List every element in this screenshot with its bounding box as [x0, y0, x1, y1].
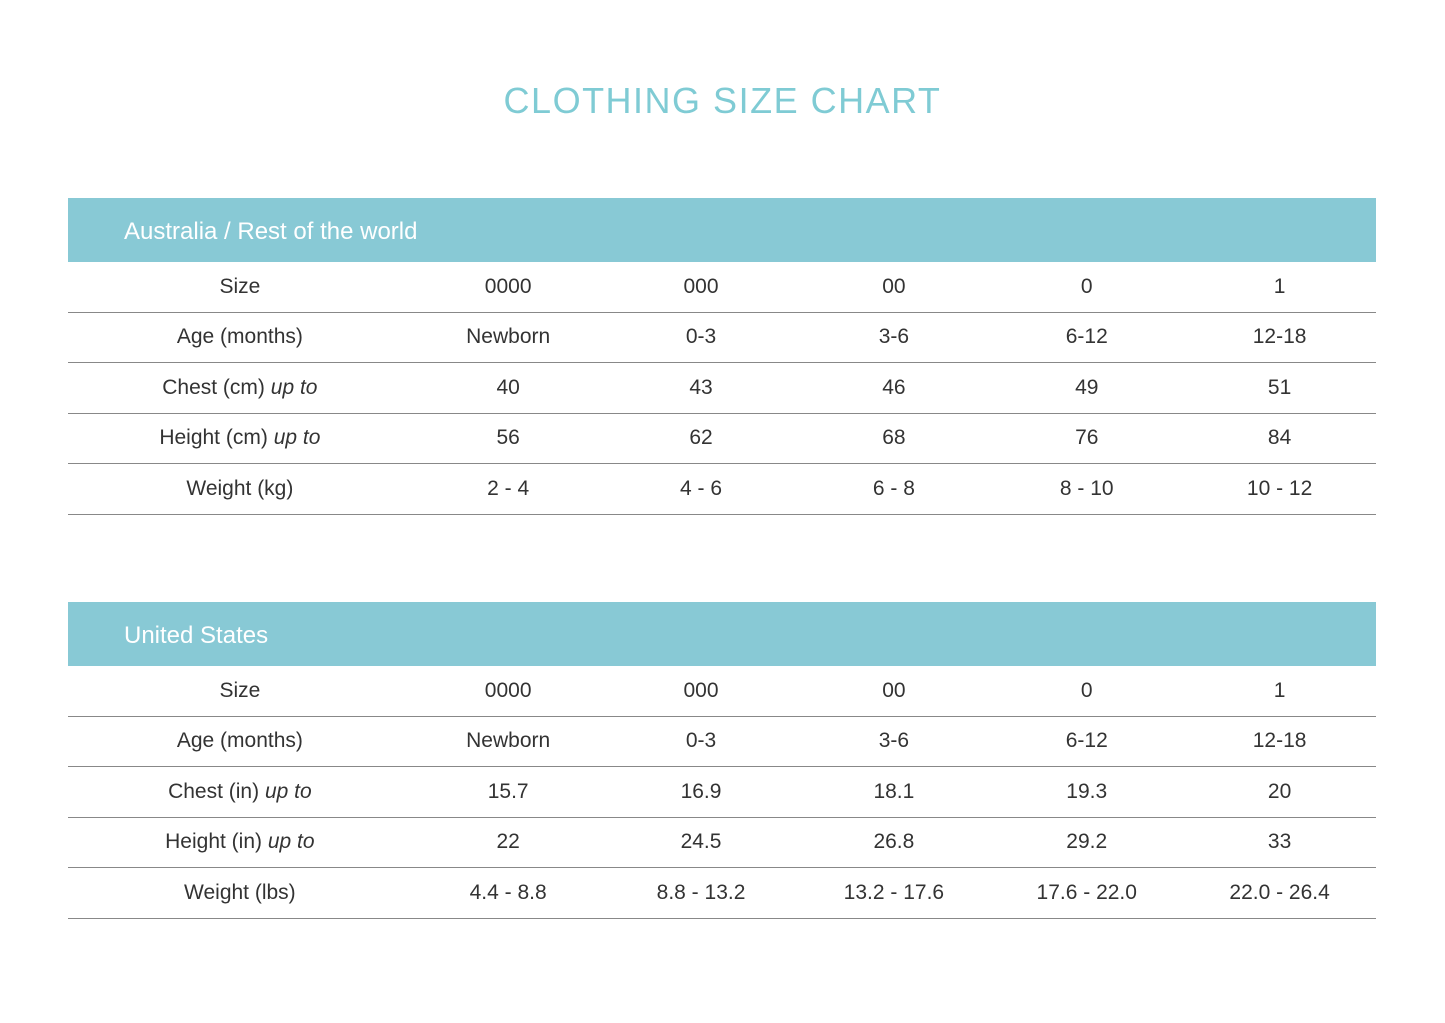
- table-cell: 16.9: [680, 779, 722, 803]
- table-cell: 33: [1267, 830, 1292, 854]
- row-label-text: Age (months): [176, 325, 303, 349]
- table-cell: 4 - 6: [680, 476, 723, 500]
- table-row: Chest (in) up to 15.7 16.9 18.1 19.3 20: [68, 767, 1376, 818]
- table-cell: 00: [882, 678, 906, 702]
- size-table-australia: Australia / Rest of the world Size 0000 00…: [68, 198, 1376, 515]
- table-cell: 000: [683, 274, 719, 298]
- row-label: Chest (cm) up to: [68, 376, 412, 400]
- table-cell: 20: [1267, 779, 1292, 803]
- table-cell: 000: [683, 678, 719, 702]
- table-heading: Australia / Rest of the world: [68, 198, 1376, 262]
- table-cell: 0-3: [685, 729, 717, 753]
- table-heading: United States: [68, 602, 1376, 666]
- page-title: CLOTHING SIZE CHART: [503, 80, 942, 121]
- table-cell: 22.0 - 26.4: [1229, 880, 1330, 904]
- table-cell: 13.2 - 17.6: [843, 880, 945, 904]
- table-row: Age (months) Newborn 0-3 3-6 6-12 12-18: [68, 717, 1376, 767]
- row-label: Chest (in) up to: [68, 780, 412, 804]
- table-cell: 51: [1267, 375, 1292, 399]
- row-label-text: Height (cm): [159, 426, 268, 450]
- row-label-text: Chest (cm): [162, 375, 265, 399]
- table-cell: 00: [882, 274, 906, 298]
- row-label-text: Weight (lbs): [184, 880, 296, 904]
- row-label: Height (in) up to: [68, 830, 412, 854]
- row-label: Weight (kg): [68, 477, 412, 501]
- table-cell: 62: [689, 426, 713, 450]
- table-cell: 10 - 12: [1246, 476, 1313, 500]
- row-label: Size: [68, 679, 412, 703]
- table-cell: 6-12: [1065, 325, 1108, 349]
- table-cell: 4.4 - 8.8: [469, 880, 547, 904]
- table-cell: 8 - 10: [1059, 476, 1114, 500]
- size-table-united-states: United States Size 0000 000 00 0 1 Age (months…: [68, 602, 1376, 919]
- table-cell: 6-12: [1065, 729, 1108, 753]
- table-cell: Newborn: [466, 325, 551, 349]
- table-cell: 0000: [484, 678, 532, 702]
- table-cell: 12-18: [1252, 325, 1307, 349]
- table-row: Chest (cm) up to 40 43 46 49 51: [68, 363, 1376, 414]
- table-cell: 49: [1075, 375, 1099, 399]
- table-cell: 0: [1080, 274, 1093, 298]
- row-label: Age (months): [68, 325, 412, 349]
- table-cell: Newborn: [466, 729, 551, 753]
- table-cell: 46: [882, 375, 906, 399]
- row-label: Weight (lbs): [68, 881, 412, 905]
- table-cell: 68: [882, 426, 906, 450]
- table-row: Height (in) up to 22 24.5 26.8 29.2 33: [68, 818, 1376, 868]
- row-label-text: Chest (in): [168, 779, 260, 803]
- table-row: Weight (kg) 2 - 4 4 - 6 6 - 8 8 - 10 10 - 12: [68, 464, 1376, 515]
- table-cell: 43: [689, 375, 713, 399]
- table-cell: 2 - 4: [487, 476, 530, 500]
- row-label-text: Height (in): [165, 830, 263, 854]
- table-row: Size 0000 000 00 0 1: [68, 262, 1376, 313]
- table-cell: 40: [496, 375, 520, 399]
- table-cell: 0-3: [685, 325, 717, 349]
- row-label: Age (months): [68, 729, 412, 753]
- table-cell: 1: [1273, 274, 1286, 298]
- row-label: Height (cm) up to: [68, 426, 412, 450]
- table-cell: 56: [496, 426, 520, 450]
- table-cell: 3-6: [878, 325, 910, 349]
- row-label-text: Weight (kg): [186, 476, 294, 500]
- row-label-suffix: up to: [267, 830, 315, 854]
- table-cell: 8.8 - 13.2: [656, 880, 746, 904]
- table-cell: 84: [1267, 426, 1292, 450]
- table-cell: 0: [1080, 678, 1093, 702]
- table-cell: 29.2: [1066, 830, 1108, 854]
- table-row: Weight (lbs) 4.4 - 8.8 8.8 - 13.2 13.2 - 17…: [68, 868, 1376, 919]
- table-cell: 17.6 - 22.0: [1036, 880, 1137, 904]
- table-cell: 19.3: [1066, 779, 1108, 803]
- table-cell: 76: [1075, 426, 1099, 450]
- table-cell: 12-18: [1252, 729, 1307, 753]
- table-row: Height (cm) up to 56 62 68 76 84: [68, 414, 1376, 464]
- row-label-suffix: up to: [264, 779, 312, 803]
- table-cell: 18.1: [873, 779, 915, 803]
- table-cell: 26.8: [873, 830, 915, 854]
- row-label-suffix: up to: [273, 426, 321, 450]
- table-cell: 24.5: [680, 830, 722, 854]
- table-cell: 3-6: [878, 729, 910, 753]
- table-cell: 15.7: [487, 779, 529, 803]
- row-label-text: Size: [219, 678, 261, 702]
- table-cell: 22: [496, 830, 520, 854]
- table-row: Age (months) Newborn 0-3 3-6 6-12 12-18: [68, 313, 1376, 363]
- row-label-text: Size: [219, 274, 261, 298]
- table-cell: 1: [1273, 678, 1286, 702]
- table-cell: 0000: [484, 274, 532, 298]
- row-label-suffix: up to: [270, 375, 318, 399]
- table-cell: 6 - 8: [872, 476, 915, 500]
- table-row: Size 0000 000 00 0 1: [68, 666, 1376, 717]
- row-label-text: Age (months): [176, 729, 303, 753]
- row-label: Size: [68, 275, 412, 299]
